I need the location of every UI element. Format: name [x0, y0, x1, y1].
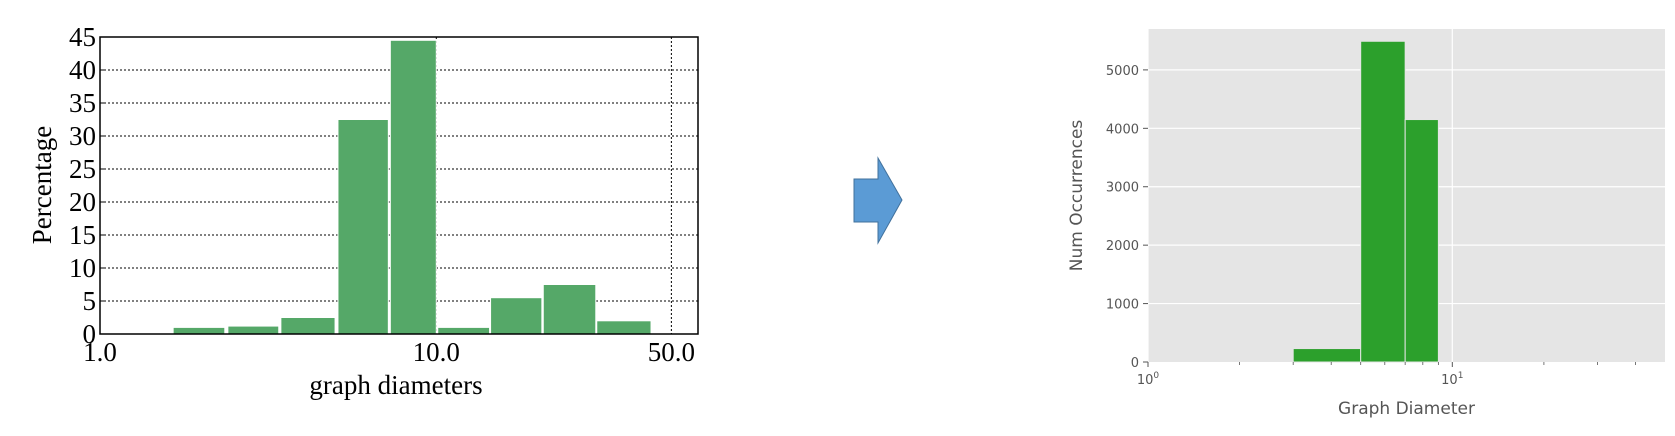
right-bar: [1292, 348, 1362, 363]
left-y-tick-label: 40: [69, 55, 96, 85]
left-bar: [542, 284, 597, 335]
left-bar: [280, 317, 336, 335]
right-arrow-icon: [853, 156, 903, 245]
right-plot-background: [1148, 29, 1665, 362]
left-y-tick-label: 25: [69, 154, 96, 184]
left-bar: [437, 326, 491, 335]
left-bars: [172, 39, 652, 335]
right-y-ticks: 0 1000 2000 3000 4000 5000: [1106, 64, 1148, 371]
left-y-tick-label: 10: [69, 253, 96, 283]
left-y-tick-label: 35: [69, 88, 96, 118]
left-y-tick-label: 0: [83, 319, 97, 349]
right-y-tick-label: 5000: [1106, 64, 1139, 79]
left-y-tick-label: 5: [83, 286, 97, 316]
left-x-tick-label: 1.0: [83, 337, 117, 367]
right-y-tick-label: 1000: [1106, 298, 1139, 313]
right-x-tick-label: 101: [1441, 371, 1463, 388]
left-bar: [172, 326, 226, 335]
right-y-tick-label: 4000: [1106, 122, 1139, 137]
left-y-tick-label: 30: [69, 121, 96, 151]
left-y-tick-label: 20: [69, 187, 96, 217]
left-x-tick-label: 50.0: [648, 337, 695, 367]
right-y-tick-label: 2000: [1106, 239, 1139, 254]
left-y-axis-label: Percentage: [27, 126, 57, 244]
left-x-ticks: 1.0 10.0 50.0: [83, 337, 695, 367]
left-bar: [490, 297, 543, 335]
left-plot-frame: [99, 36, 699, 335]
left-y-tick-label: 45: [69, 22, 96, 52]
left-bar: [389, 39, 437, 335]
right-y-tick-label: 0: [1131, 356, 1139, 371]
right-y-tick-label: 3000: [1106, 181, 1139, 196]
right-x-axis-label: Graph Diameter: [1338, 399, 1475, 419]
left-bar: [596, 320, 652, 335]
left-bar: [227, 325, 280, 335]
left-y-tick-label: 15: [69, 220, 96, 250]
left-x-axis-label: graph diameters: [309, 370, 482, 400]
left-bar: [337, 119, 389, 335]
left-x-tick-label: 10.0: [413, 337, 460, 367]
right-bars: [1292, 40, 1439, 363]
right-bar: [1360, 40, 1406, 363]
right-x-ticks: 100 101: [1137, 362, 1636, 388]
right-gridlines: [1147, 29, 1665, 362]
right-y-axis-label: Num Occurrences: [1067, 120, 1087, 272]
right-x-tick-label: 100: [1137, 371, 1160, 388]
right-bar: [1404, 119, 1439, 363]
